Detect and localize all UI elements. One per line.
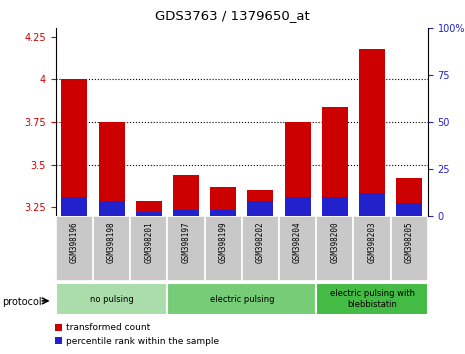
Bar [136, 212, 162, 216]
Text: GSM398204: GSM398204 [293, 221, 302, 263]
Bar [322, 197, 348, 216]
Bar [99, 122, 125, 216]
Bar [61, 197, 87, 216]
Bar [322, 107, 348, 216]
Text: GSM398198: GSM398198 [107, 221, 116, 263]
Bar [93, 216, 130, 281]
Bar [167, 283, 316, 315]
Bar [167, 216, 205, 281]
Text: GSM398201: GSM398201 [144, 221, 153, 263]
Bar [285, 122, 311, 216]
Bar [247, 190, 273, 216]
Bar [391, 216, 428, 281]
Bar [359, 49, 385, 216]
Text: electric pulsing: electric pulsing [210, 295, 274, 304]
Bar [242, 216, 279, 281]
Text: protocol: protocol [2, 297, 42, 307]
Text: GSM398199: GSM398199 [219, 221, 228, 263]
Text: electric pulsing with
blebbistatin: electric pulsing with blebbistatin [330, 290, 414, 309]
Text: GSM398200: GSM398200 [330, 221, 339, 263]
Bar [247, 201, 273, 216]
Bar [173, 210, 199, 216]
Text: GSM398203: GSM398203 [367, 221, 377, 263]
Bar [136, 201, 162, 216]
Bar [210, 187, 236, 216]
Bar [210, 210, 236, 216]
Bar [316, 283, 428, 315]
Bar [316, 216, 353, 281]
Bar [56, 283, 167, 315]
Text: no pulsing: no pulsing [90, 295, 133, 304]
Text: GSM398205: GSM398205 [405, 221, 414, 263]
Bar [130, 216, 167, 281]
Bar [396, 203, 422, 216]
Text: GDS3763 / 1379650_at: GDS3763 / 1379650_at [155, 9, 310, 22]
Bar [99, 201, 125, 216]
Bar [61, 80, 87, 216]
Text: GSM398196: GSM398196 [70, 221, 79, 263]
Bar [173, 175, 199, 216]
Bar [56, 216, 93, 281]
Bar [353, 216, 391, 281]
Bar [359, 193, 385, 216]
Bar [396, 178, 422, 216]
Bar [279, 216, 316, 281]
Text: GSM398197: GSM398197 [181, 221, 191, 263]
Bar [285, 197, 311, 216]
Text: GSM398202: GSM398202 [256, 221, 265, 263]
Legend: transformed count, percentile rank within the sample: transformed count, percentile rank withi… [51, 320, 223, 349]
Bar [205, 216, 242, 281]
